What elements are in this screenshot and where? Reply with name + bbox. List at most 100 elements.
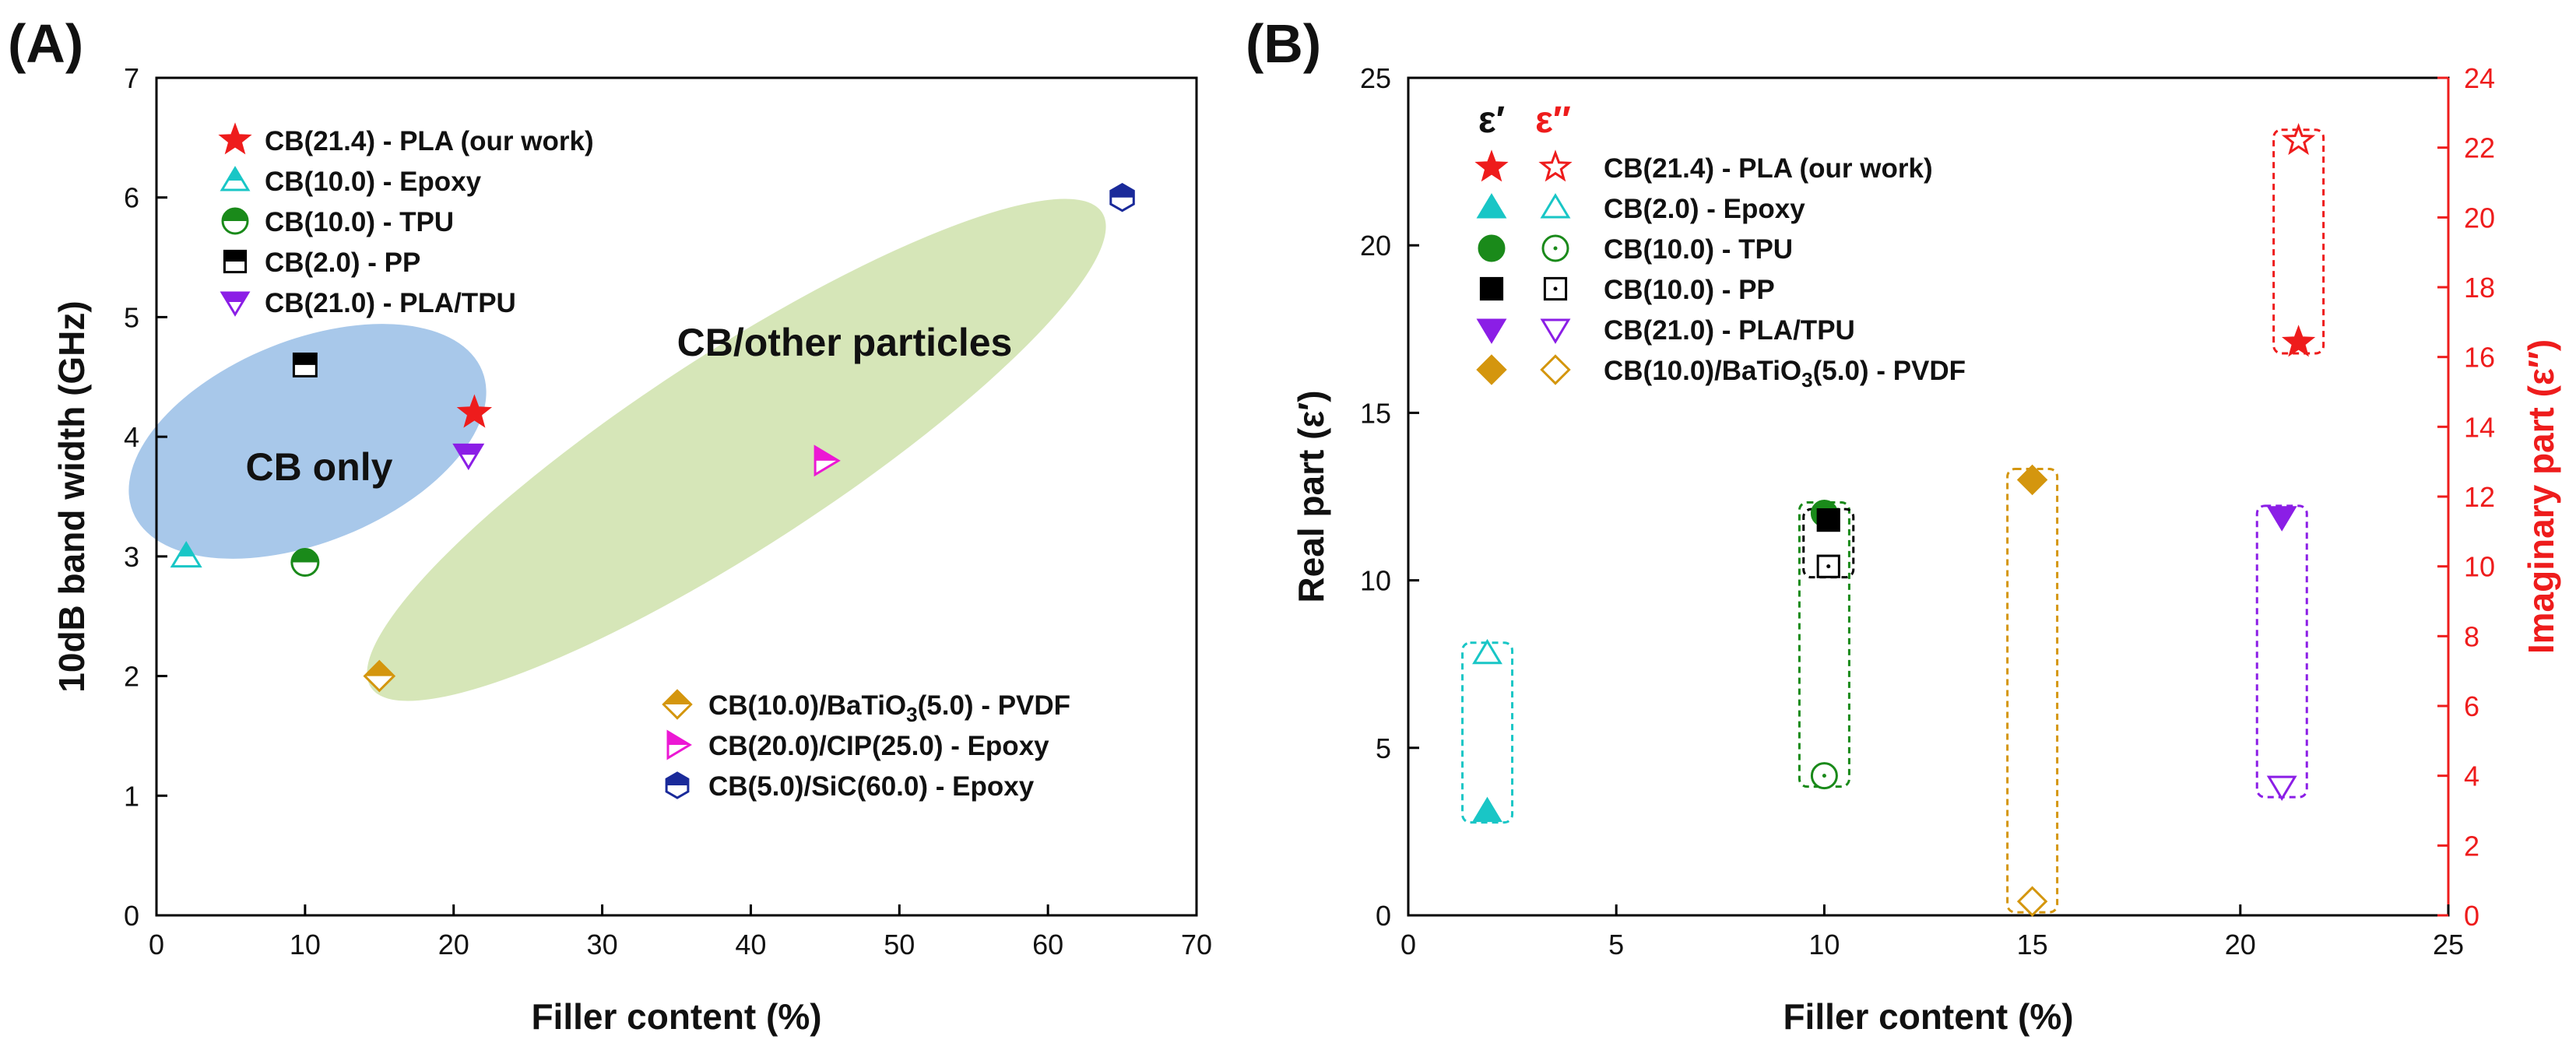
legend-marker-real-shape xyxy=(1479,276,1504,301)
legend-marker-imaginary-shape xyxy=(1541,234,1569,262)
range-box xyxy=(1798,501,1850,788)
legend-header-real: ε′ xyxy=(1478,100,1505,141)
data-point xyxy=(363,659,396,693)
legend-marker-shape xyxy=(666,729,692,760)
x-tick-label: 25 xyxy=(2433,929,2464,960)
x-tick-label: 30 xyxy=(587,929,618,960)
y-tick-label: 3 xyxy=(124,541,139,573)
panel-a-data-points xyxy=(170,182,1135,693)
imaginary-point-bg xyxy=(2268,777,2295,799)
legend-label: CB(10.0) - Epoxy xyxy=(265,167,482,197)
legend-label: CB(10.0)/BaTiO3(5.0) - PVDF xyxy=(1604,356,1966,392)
y-tick-label: 4 xyxy=(124,421,139,453)
y2-tick-label: 16 xyxy=(2464,342,2495,374)
legend-marker-imaginary xyxy=(1541,234,1569,262)
legend-marker-shape xyxy=(220,291,251,317)
data-point xyxy=(292,352,318,378)
data-point-fill xyxy=(177,543,195,557)
y-tick-label: 2 xyxy=(124,661,139,693)
imaginary-point xyxy=(1816,554,1840,578)
legend-marker-real-shape xyxy=(1478,234,1506,262)
data-point-shape xyxy=(170,540,202,568)
real-point xyxy=(2281,325,2316,357)
data-point xyxy=(814,444,841,477)
legend-marker-imaginary xyxy=(1538,149,1573,182)
legend-marker xyxy=(220,291,251,317)
data-point-fill xyxy=(291,549,318,563)
panel-b-x-axis-label: Filler content (%) xyxy=(1783,996,2073,1037)
data-point-shape xyxy=(1109,182,1135,212)
legend-marker-imaginary-bg xyxy=(1542,195,1569,217)
range-box xyxy=(2272,128,2325,355)
y-tick-label: 0 xyxy=(1376,900,1391,932)
imaginary-point xyxy=(1472,638,1502,665)
data-point-fill xyxy=(454,444,483,455)
x-tick-label: 10 xyxy=(1808,929,1840,960)
imaginary-point-shape xyxy=(2266,775,2297,802)
real-point xyxy=(2266,506,2297,532)
x-tick-label: 0 xyxy=(149,929,164,960)
imaginary-point-dot xyxy=(1822,774,1826,778)
legend-marker-imaginary xyxy=(1540,354,1571,385)
legend-marker-imaginary-shape xyxy=(1543,276,1568,301)
cb-other-particles-region-label: CB/other particles xyxy=(677,321,1013,364)
legend-label: CB(5.0)/SiC(60.0) - Epoxy xyxy=(708,771,1035,802)
x-tick-label: 70 xyxy=(1181,929,1212,960)
panel-a-plot-frame xyxy=(155,76,1198,917)
imaginary-point-shape xyxy=(2016,886,2048,917)
y2-tick-label: 12 xyxy=(2464,481,2495,513)
legend-label: CB(10.0)/BaTiO3(5.0) - PVDF xyxy=(708,690,1070,726)
panel-b-plot-frame xyxy=(1407,76,2450,917)
panel-a-label: (A) xyxy=(8,13,83,74)
legend-marker-real-shape xyxy=(1474,149,1509,182)
imaginary-point-bg xyxy=(2019,887,2047,915)
legend-marker-imaginary xyxy=(1543,276,1568,301)
legend-marker xyxy=(665,771,690,799)
legend-marker-imaginary-dot xyxy=(1553,286,1558,291)
panel-a-x-axis-label: Filler content (%) xyxy=(531,996,821,1037)
legend-label: CB(21.0) - PLA/TPU xyxy=(1604,315,1855,346)
legend-marker-imaginary xyxy=(1540,318,1571,344)
range-box xyxy=(2255,504,2308,799)
data-point-shape xyxy=(290,548,320,578)
panel-b-y-ticks: 0 5 10 15 20 25 xyxy=(1360,62,1419,932)
legend-marker-shape xyxy=(220,166,251,191)
real-point xyxy=(1472,796,1502,823)
real-point-shape xyxy=(2281,325,2316,357)
y2-tick-label: 2 xyxy=(2464,830,2479,862)
legend-label: CB(10.0) - PP xyxy=(1604,275,1775,305)
cb-other-particles-region xyxy=(367,198,1106,701)
imaginary-point-dot xyxy=(1826,564,1831,569)
legend-label: CB(2.0) - PP xyxy=(265,248,420,278)
real-point-shape xyxy=(1816,508,1840,532)
legend-marker-real-shape xyxy=(1476,318,1507,344)
panel-b-x-ticks: 0 5 10 15 20 25 xyxy=(1400,904,2464,960)
x-tick-label: 60 xyxy=(1032,929,1063,960)
legend-marker-shape xyxy=(665,771,690,799)
legend-marker-shape xyxy=(218,122,252,155)
data-point xyxy=(452,443,485,471)
data-point-shape xyxy=(292,352,318,378)
x-tick-label: 0 xyxy=(1400,929,1416,960)
legend-label: CB(10.0) - TPU xyxy=(265,207,454,237)
legend-marker-real xyxy=(1476,318,1507,344)
legend-marker-imaginary-shape xyxy=(1540,318,1571,344)
y-tick-label: 1 xyxy=(124,780,139,812)
imaginary-point xyxy=(1810,762,1838,790)
x-tick-label: 5 xyxy=(1608,929,1624,960)
panel-b-data-points xyxy=(1472,122,2316,917)
imaginary-point-shape xyxy=(1472,638,1502,665)
real-point-shape xyxy=(2266,506,2297,532)
x-tick-label: 40 xyxy=(735,929,766,960)
cb-only-region-label: CB only xyxy=(246,445,393,489)
legend-label: CB(21.4) - PLA (our work) xyxy=(1604,153,1933,184)
y2-tick-label: 24 xyxy=(2464,62,2495,94)
real-point xyxy=(2016,464,2048,496)
legend-marker-shape xyxy=(223,249,248,274)
panel-b-range-boxes xyxy=(1461,128,2325,914)
data-point-shape xyxy=(452,443,485,471)
legend-marker-real xyxy=(1479,276,1504,301)
